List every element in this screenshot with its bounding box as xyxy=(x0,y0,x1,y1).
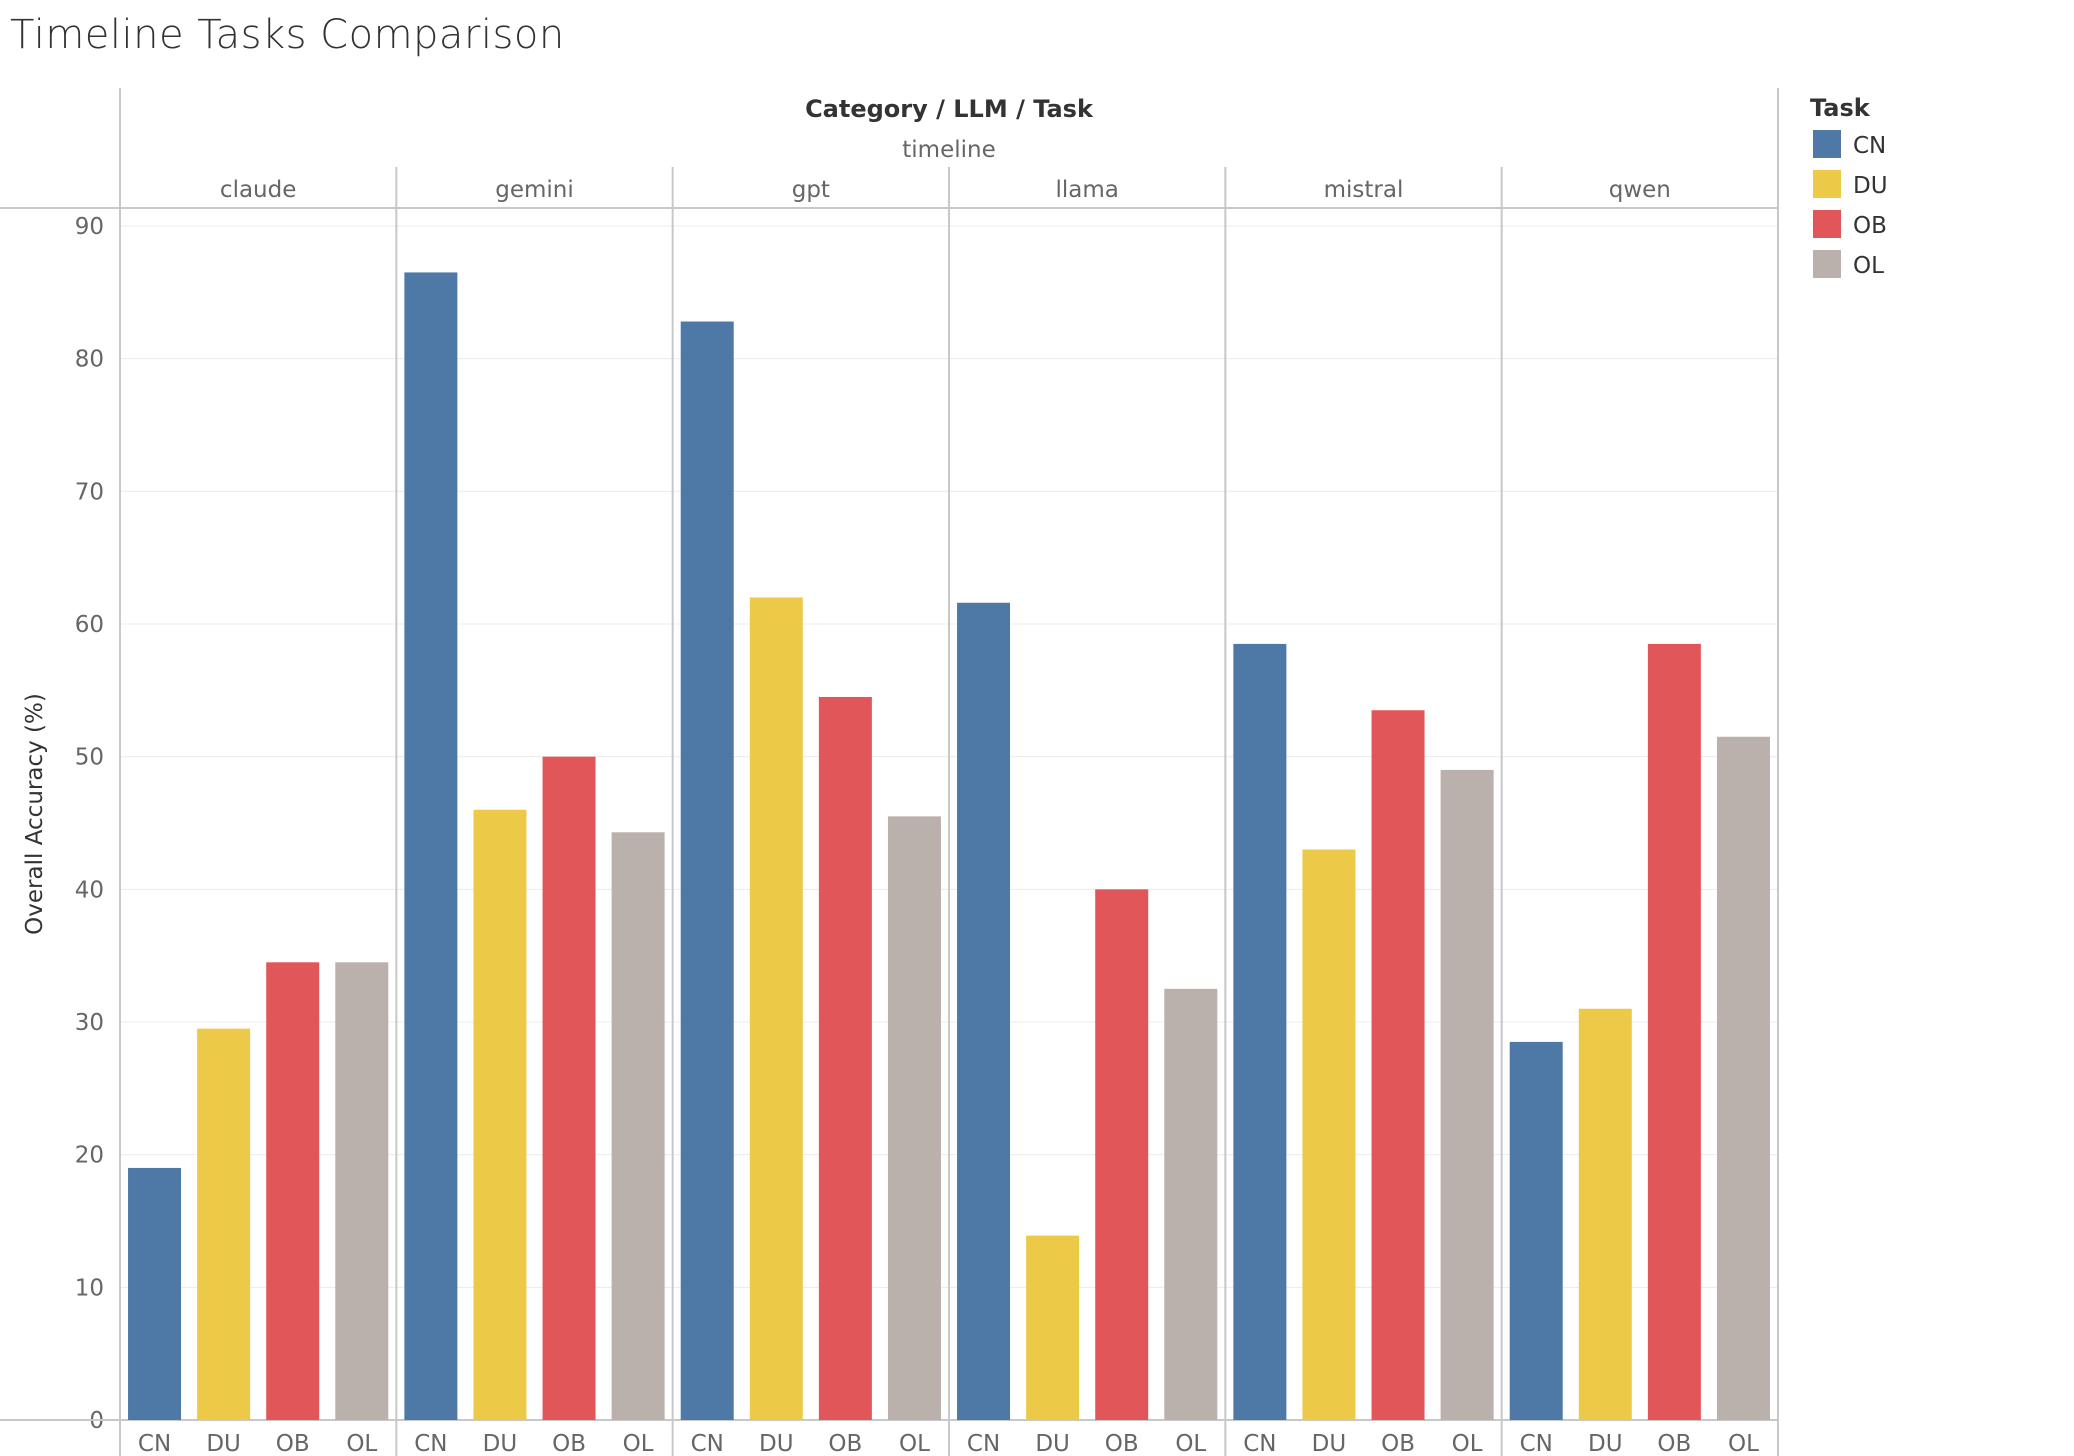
bar-qwen-cn xyxy=(1509,1041,1563,1420)
bar-llama-ol xyxy=(1164,988,1218,1420)
y-tick-label: 80 xyxy=(75,347,104,373)
bar-gemini-cn xyxy=(404,272,458,1420)
x-tick-label: OB xyxy=(1105,1431,1139,1456)
legend-swatch-ol xyxy=(1813,250,1841,278)
x-tick-label: DU xyxy=(483,1431,518,1456)
bar-llama-du xyxy=(1026,1235,1080,1420)
header-label: Category / LLM / Task xyxy=(805,95,1094,123)
legend-title: Task xyxy=(1810,94,1871,122)
panel-label-mistral: mistral xyxy=(1324,177,1404,203)
bar-qwen-ol xyxy=(1716,736,1770,1420)
bar-gpt-ol xyxy=(887,816,941,1420)
panel-label-claude: claude xyxy=(220,177,296,203)
bar-qwen-ob xyxy=(1647,643,1701,1420)
y-tick-label: 20 xyxy=(75,1143,104,1169)
panel-label-gemini: gemini xyxy=(495,177,574,203)
category-label: timeline xyxy=(902,137,995,163)
panel-label-qwen: qwen xyxy=(1609,177,1671,203)
x-tick-label: OB xyxy=(276,1431,310,1456)
bar-gemini-ob xyxy=(542,756,596,1420)
legend-label-ol: OL xyxy=(1853,253,1884,279)
x-tick-label: CN xyxy=(1243,1431,1276,1456)
y-tick-label: 50 xyxy=(75,745,104,771)
x-tick-label: OB xyxy=(552,1431,586,1456)
x-tick-label: CN xyxy=(414,1431,447,1456)
legend-swatch-du xyxy=(1813,170,1841,198)
bar-gpt-ob xyxy=(818,696,872,1420)
bar-mistral-ol xyxy=(1440,769,1494,1420)
bar-claude-cn xyxy=(128,1167,182,1420)
x-tick-label: CN xyxy=(138,1431,171,1456)
bar-mistral-du xyxy=(1302,849,1356,1420)
bar-mistral-ob xyxy=(1371,710,1425,1420)
x-tick-label: CN xyxy=(967,1431,1000,1456)
bar-claude-ob xyxy=(266,962,320,1420)
x-tick-label: DU xyxy=(759,1431,794,1456)
bar-gemini-du xyxy=(473,809,527,1420)
legend-label-cn: CN xyxy=(1853,133,1886,159)
x-tick-label: OL xyxy=(1728,1431,1759,1456)
legend-swatch-ob xyxy=(1813,210,1841,238)
x-tick-label: OL xyxy=(899,1431,930,1456)
bar-gpt-cn xyxy=(680,321,734,1420)
x-tick-label: CN xyxy=(691,1431,724,1456)
bar-gemini-ol xyxy=(611,832,665,1420)
bar-mistral-cn xyxy=(1233,643,1287,1420)
x-tick-label: OB xyxy=(1381,1431,1415,1456)
y-tick-label: 70 xyxy=(75,479,104,505)
y-tick-label: 90 xyxy=(75,214,104,240)
panel-label-llama: llama xyxy=(1055,177,1118,203)
y-tick-label: 40 xyxy=(75,877,104,903)
legend-label-ob: OB xyxy=(1853,213,1887,239)
x-tick-label: DU xyxy=(1588,1431,1623,1456)
x-tick-label: DU xyxy=(1035,1431,1070,1456)
bar-claude-du xyxy=(197,1028,251,1420)
y-axis-label: Overall Accuracy (%) xyxy=(22,693,48,935)
y-tick-label: 10 xyxy=(75,1275,104,1301)
y-tick-label: 30 xyxy=(75,1010,104,1036)
bar-llama-ob xyxy=(1095,889,1149,1420)
y-tick-label: 60 xyxy=(75,612,104,638)
x-tick-label: DU xyxy=(1312,1431,1347,1456)
x-tick-label: CN xyxy=(1520,1431,1553,1456)
bar-gpt-du xyxy=(749,597,803,1420)
chart-title: Timeline Tasks Comparison xyxy=(10,12,565,58)
legend-label-du: DU xyxy=(1853,173,1888,199)
x-tick-label: OB xyxy=(828,1431,862,1456)
x-tick-label: OB xyxy=(1657,1431,1691,1456)
x-tick-label: OL xyxy=(1452,1431,1483,1456)
bar-qwen-du xyxy=(1578,1008,1632,1420)
bar-llama-cn xyxy=(957,602,1011,1420)
x-tick-label: OL xyxy=(1175,1431,1206,1456)
panel-label-gpt: gpt xyxy=(792,177,830,203)
bar-claude-ol xyxy=(335,962,389,1420)
x-tick-label: OL xyxy=(623,1431,654,1456)
x-tick-label: OL xyxy=(346,1431,377,1456)
x-tick-label: DU xyxy=(206,1431,241,1456)
legend-swatch-cn xyxy=(1813,130,1841,158)
